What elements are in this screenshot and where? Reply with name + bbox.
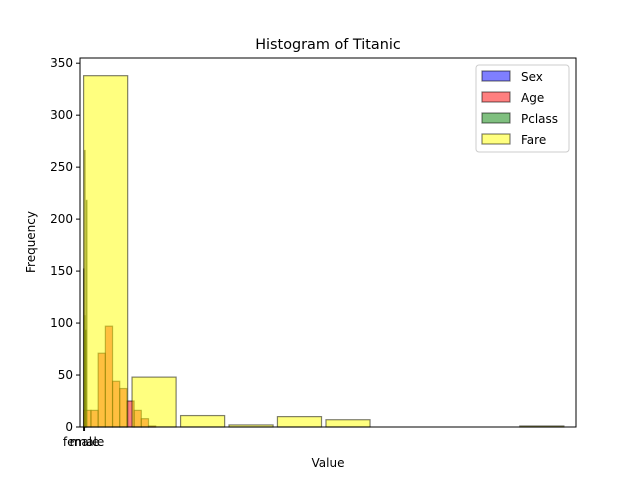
legend-label-sex: Sex bbox=[521, 70, 543, 84]
legend-swatch-sex bbox=[481, 70, 511, 82]
legend: Sex Age Pclass Fare bbox=[475, 64, 570, 153]
y-tick-label: 0 bbox=[65, 420, 73, 434]
x-tick-label-female: female bbox=[63, 435, 104, 449]
legend-swatch-fare bbox=[481, 133, 511, 145]
legend-swatch-pclass bbox=[481, 112, 511, 124]
legend-label-pclass: Pclass bbox=[521, 112, 558, 126]
chart-title: Histogram of Titanic bbox=[255, 37, 401, 53]
legend-label-fare: Fare bbox=[521, 133, 546, 147]
legend-box bbox=[475, 64, 570, 153]
y-axis-label: Frequency bbox=[24, 211, 38, 273]
y-tick-label: 50 bbox=[58, 368, 73, 382]
histogram-bar-fare-4 bbox=[276, 416, 323, 428]
y-tick-label: 350 bbox=[50, 56, 73, 70]
x-axis-label: Value bbox=[312, 456, 345, 470]
y-tick-label: 150 bbox=[50, 264, 73, 278]
y-tick-label: 100 bbox=[50, 316, 73, 330]
histogram-bar-fare-2 bbox=[179, 414, 226, 428]
legend-label-age: Age bbox=[521, 91, 544, 105]
histogram-bar-fare-0 bbox=[82, 75, 129, 428]
x-tick-label-male: male bbox=[70, 435, 100, 449]
plot-frame bbox=[79, 57, 577, 428]
histogram-bar-fare-1 bbox=[131, 376, 177, 428]
y-tick-label: 300 bbox=[50, 108, 73, 122]
legend-swatch-age bbox=[481, 91, 511, 103]
y-tick-label: 250 bbox=[50, 160, 73, 174]
histogram-bar-fare-5 bbox=[325, 419, 371, 428]
bars-layer bbox=[82, 75, 565, 428]
y-tick-label: 200 bbox=[50, 212, 73, 226]
